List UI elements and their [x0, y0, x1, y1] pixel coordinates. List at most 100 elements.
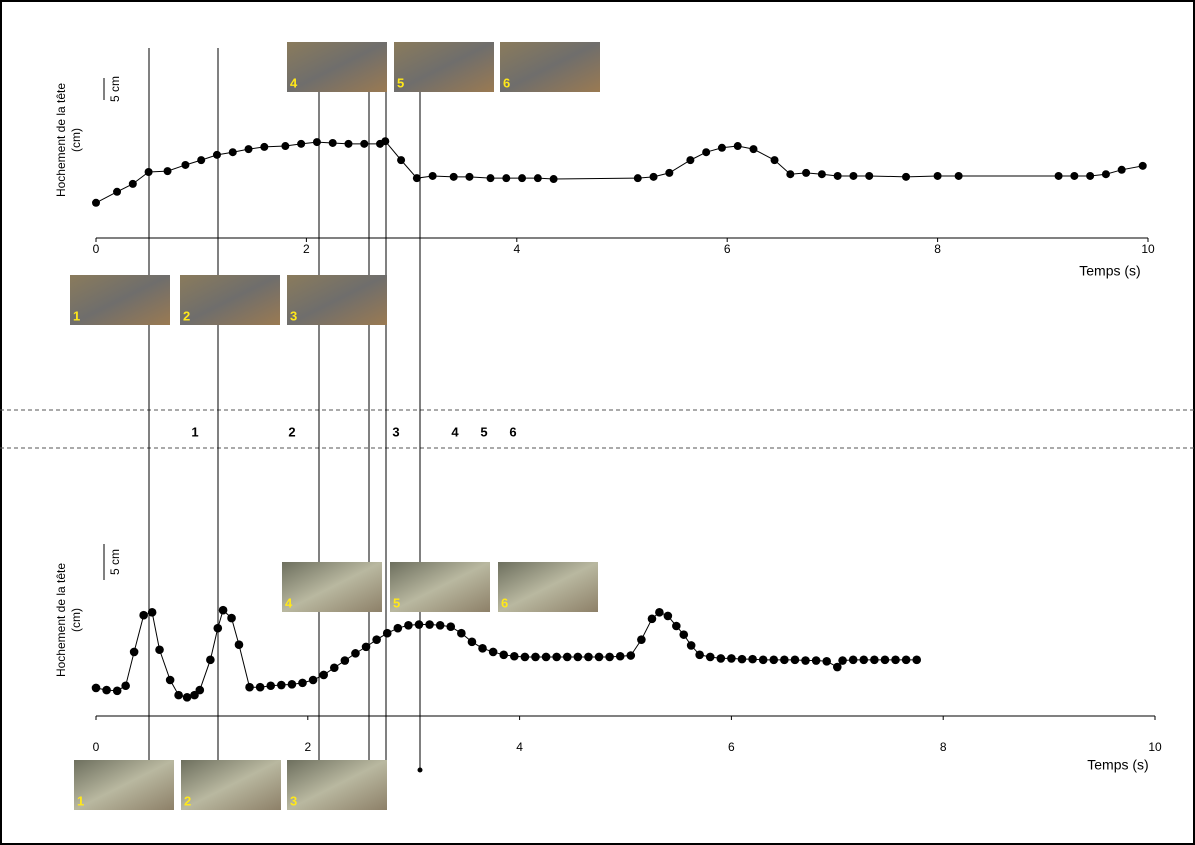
data-point [834, 172, 842, 180]
data-point [446, 622, 455, 631]
frame-label: 6 [503, 75, 510, 90]
frame-label: 1 [77, 793, 84, 808]
data-point [734, 142, 742, 150]
scale-bar-label: 5 cm [108, 549, 122, 575]
video-frame [180, 275, 280, 325]
data-point [584, 653, 593, 662]
data-point [129, 180, 137, 188]
frame-label: 2 [183, 308, 190, 323]
data-point [478, 644, 487, 653]
data-point [288, 680, 297, 689]
data-point [865, 172, 873, 180]
data-point [148, 608, 157, 617]
data-point [92, 199, 100, 207]
x-axis-label: Temps (s) [1087, 757, 1148, 773]
data-point [665, 169, 673, 177]
x-tick-label: 8 [934, 242, 941, 256]
data-point [245, 145, 253, 153]
data-point [605, 653, 614, 662]
x-axis-label: Temps (s) [1079, 263, 1140, 279]
data-point [309, 676, 318, 685]
x-tick-label: 8 [940, 740, 947, 754]
data-point [213, 624, 222, 633]
data-point [637, 635, 646, 644]
data-point [121, 681, 130, 690]
data-point [771, 156, 779, 164]
x-tick-label: 10 [1141, 242, 1155, 256]
data-point [695, 651, 704, 660]
data-point [664, 612, 673, 621]
data-point [718, 144, 726, 152]
data-point [183, 693, 192, 702]
data-point [92, 684, 101, 693]
data-point [297, 140, 305, 148]
data-point [1118, 166, 1126, 174]
data-point [277, 681, 286, 690]
data-point [383, 629, 392, 638]
x-tick-label: 4 [513, 242, 520, 256]
data-point [227, 614, 236, 623]
data-point [812, 656, 821, 665]
frame-label: 3 [290, 308, 297, 323]
data-point [859, 656, 868, 665]
data-point [362, 643, 371, 652]
data-point [902, 173, 910, 181]
data-point [235, 640, 244, 649]
data-point [425, 620, 434, 629]
data-point [436, 621, 445, 630]
data-point [780, 656, 789, 665]
data-point [457, 629, 466, 638]
video-frame [394, 42, 494, 92]
data-point [626, 651, 635, 660]
data-point [563, 653, 572, 662]
data-point [197, 156, 205, 164]
x-tick-label: 6 [724, 242, 731, 256]
frame-link-end [418, 768, 422, 772]
data-point [319, 671, 328, 680]
data-point [891, 656, 900, 665]
frame-label: 3 [290, 793, 297, 808]
data-point [534, 174, 542, 182]
data-point [672, 622, 681, 631]
video-frame [287, 42, 387, 92]
data-point [341, 656, 350, 665]
scale-bar-label: 5 cm [108, 76, 122, 102]
video-frame [390, 562, 490, 612]
x-tick-label: 6 [728, 740, 735, 754]
data-point [727, 654, 736, 663]
video-frame [287, 760, 387, 810]
data-point [489, 648, 498, 657]
data-point [394, 624, 403, 633]
x-tick-label: 2 [303, 242, 310, 256]
x-tick-label: 0 [93, 242, 100, 256]
data-point [429, 172, 437, 180]
data-point [552, 653, 561, 662]
data-point [750, 145, 758, 153]
data-point [102, 686, 111, 695]
data-point [145, 168, 153, 176]
data-point [934, 172, 942, 180]
data-point [550, 175, 558, 183]
video-frame [70, 275, 170, 325]
video-frame [498, 562, 598, 612]
figure-border [1, 1, 1194, 844]
data-point [397, 156, 405, 164]
data-point [298, 679, 307, 688]
data-point [487, 174, 495, 182]
data-point [791, 656, 800, 665]
x-tick-label: 0 [93, 740, 100, 754]
data-point [465, 173, 473, 181]
data-point [166, 676, 175, 685]
video-frame [500, 42, 600, 92]
data-point [360, 140, 368, 148]
data-point [574, 653, 583, 662]
phase-label: 1 [191, 424, 198, 439]
data-point [330, 663, 339, 672]
video-frame [181, 760, 281, 810]
data-point [849, 656, 858, 665]
y-axis-unit: (cm) [69, 128, 83, 152]
data-point [1102, 170, 1110, 178]
data-point [849, 172, 857, 180]
data-point [706, 653, 715, 662]
data-point [468, 638, 477, 647]
